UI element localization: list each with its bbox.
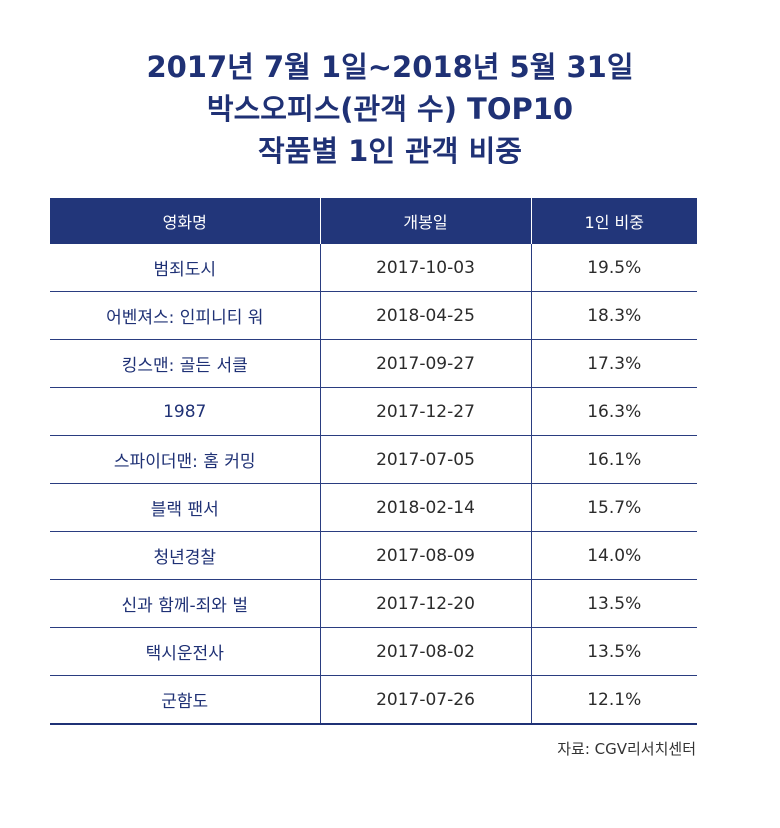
movie-title: 스파이더맨: 홈 커밍 (50, 435, 320, 484)
solo-ratio: 18.3% (530, 291, 697, 340)
header-solo-ratio: 1인 비중 (530, 198, 697, 244)
solo-ratio: 16.1% (530, 435, 697, 484)
solo-ratio: 13.5% (530, 627, 697, 676)
movie-title: 신과 함께-죄와 벌 (50, 579, 320, 628)
table-row: 스파이더맨: 홈 커밍 2017-07-05 16.1% (50, 435, 697, 484)
release-date: 2017-07-05 (319, 435, 531, 484)
table-row: 신과 함께-죄와 벌 2017-12-20 13.5% (50, 579, 697, 628)
table-header-row: 영화명 개봉일 1인 비중 (50, 198, 697, 244)
header-release-date: 개봉일 (319, 198, 531, 244)
table-row: 택시운전사 2017-08-02 13.5% (50, 627, 697, 676)
solo-ratio: 17.3% (530, 339, 697, 388)
release-date: 2017-08-09 (319, 531, 531, 580)
title-line-3: 작품별 1인 관객 비중 (258, 134, 522, 168)
release-date: 2017-12-20 (319, 579, 531, 628)
box-office-table: 영화명 개봉일 1인 비중 범죄도시 2017-10-03 19.5% 어벤져스… (50, 198, 697, 725)
release-date: 2017-08-02 (319, 627, 531, 676)
movie-title: 1987 (50, 387, 320, 436)
release-date: 2017-09-27 (319, 339, 531, 388)
movie-title: 블랙 팬서 (50, 483, 320, 532)
release-date: 2017-07-26 (319, 675, 531, 725)
solo-ratio: 13.5% (530, 579, 697, 628)
table-row: 킹스맨: 골든 서클 2017-09-27 17.3% (50, 339, 697, 388)
table-row: 어벤져스: 인피니티 워 2018-04-25 18.3% (50, 291, 697, 340)
solo-ratio: 12.1% (530, 675, 697, 725)
solo-ratio: 19.5% (530, 244, 697, 292)
release-date: 2017-10-03 (319, 244, 531, 292)
solo-ratio: 16.3% (530, 387, 697, 436)
movie-title: 범죄도시 (50, 244, 320, 292)
table-row: 1987 2017-12-27 16.3% (50, 387, 697, 436)
movie-title: 청년경찰 (50, 531, 320, 580)
release-date: 2018-04-25 (319, 291, 531, 340)
movie-title: 군함도 (50, 675, 320, 725)
source-note: 자료: CGV리서치센터 (557, 740, 696, 758)
movie-title: 킹스맨: 골든 서클 (50, 339, 320, 388)
table-row: 범죄도시 2017-10-03 19.5% (50, 244, 697, 292)
solo-ratio: 14.0% (530, 531, 697, 580)
solo-ratio: 15.7% (530, 483, 697, 532)
header-movie: 영화명 (50, 198, 320, 244)
release-date: 2018-02-14 (319, 483, 531, 532)
movie-title: 택시운전사 (50, 627, 320, 676)
title-line-2: 박스오피스(관객 수) TOP10 (206, 92, 574, 126)
page-title: 2017년 7월 1일~2018년 5월 31일 박스오피스(관객 수) TOP… (0, 46, 780, 172)
title-line-1: 2017년 7월 1일~2018년 5월 31일 (146, 50, 634, 84)
movie-title: 어벤져스: 인피니티 워 (50, 291, 320, 340)
table-row: 군함도 2017-07-26 12.1% (50, 675, 697, 725)
table-row: 블랙 팬서 2018-02-14 15.7% (50, 483, 697, 532)
release-date: 2017-12-27 (319, 387, 531, 436)
table-row: 청년경찰 2017-08-09 14.0% (50, 531, 697, 580)
